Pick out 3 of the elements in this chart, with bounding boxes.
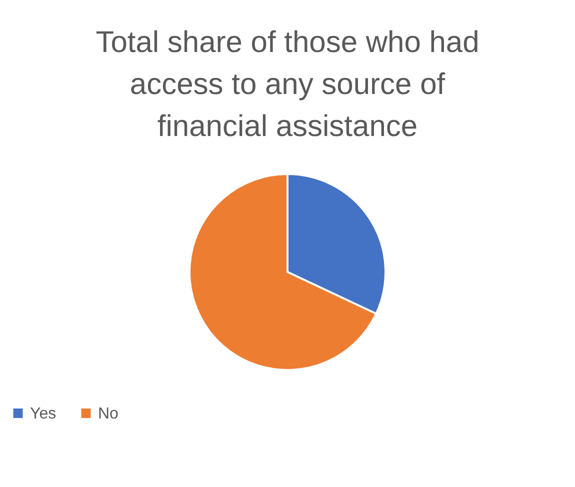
legend-label: Yes: [30, 405, 56, 422]
legend-label: No: [98, 405, 119, 422]
chart-title: Total share of those who had access to any source of financial assistance: [96, 26, 480, 143]
